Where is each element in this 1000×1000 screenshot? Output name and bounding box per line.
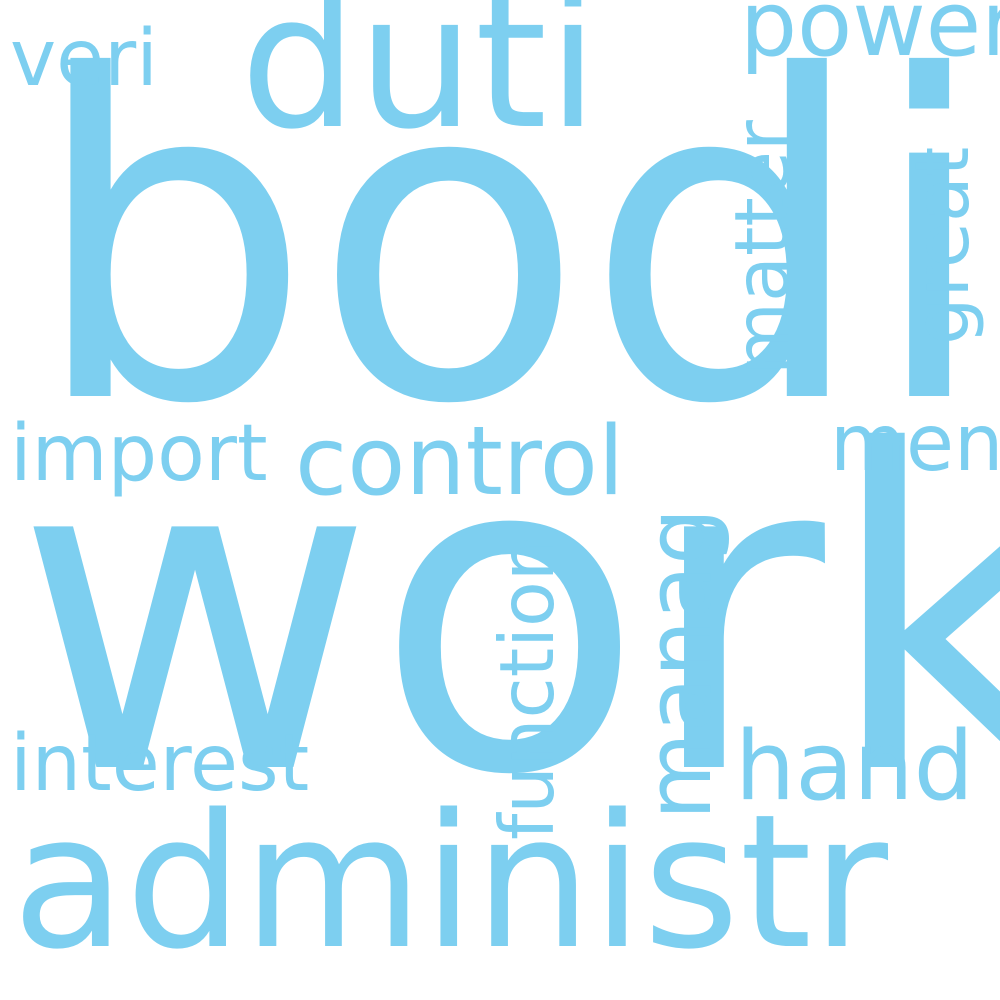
word-manag: manag [627,507,732,820]
word-administr: administr [12,774,889,990]
word-bodi: bodi [30,0,991,501]
word-import: import [10,409,268,499]
word-work: work [15,359,1000,871]
word-control: control [295,407,625,517]
word-hand: hand [735,712,974,822]
word-function: function [483,533,571,840]
word-veri: veri [10,14,158,104]
word-great: great [898,146,986,345]
word-matter: matter [718,120,806,375]
word-duti: duti [240,0,599,170]
word-power: power [740,0,1000,77]
word-interest: interest [10,719,310,809]
word-men: men [830,399,1000,489]
